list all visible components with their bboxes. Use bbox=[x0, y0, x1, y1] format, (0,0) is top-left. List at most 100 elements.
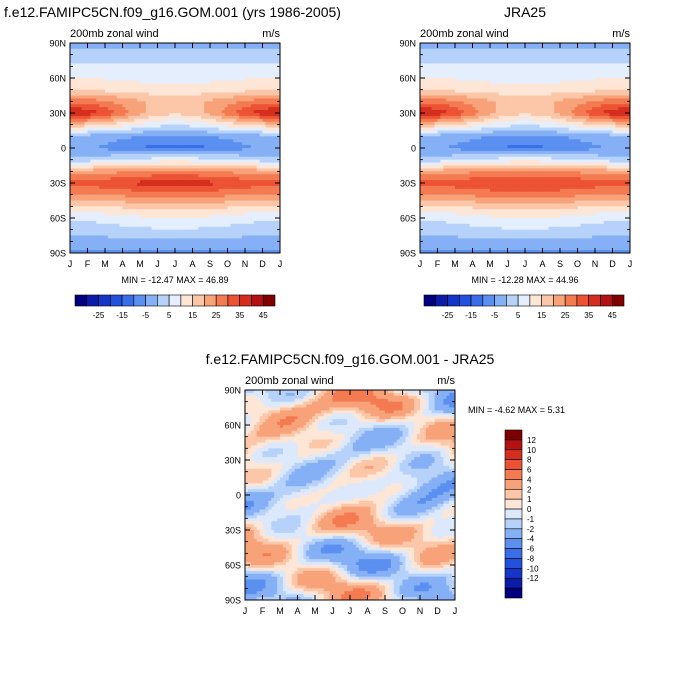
model-map-cell bbox=[160, 171, 164, 175]
model-map-cell bbox=[105, 69, 109, 73]
model-map-cell bbox=[70, 101, 74, 105]
model-map-cell bbox=[154, 104, 158, 108]
model-map-cell bbox=[140, 54, 144, 58]
model-map-cell bbox=[166, 75, 170, 79]
model-map-cell bbox=[274, 72, 278, 76]
model-map-cell bbox=[262, 139, 266, 143]
model-map-cell bbox=[140, 185, 144, 190]
model-map-cell bbox=[180, 104, 185, 108]
model-map-cell bbox=[277, 212, 281, 216]
model-map-cell bbox=[221, 104, 225, 108]
model-map-cell bbox=[145, 226, 150, 231]
model-map-cell bbox=[87, 66, 91, 70]
model-map-cell bbox=[110, 136, 115, 140]
model-map-cell bbox=[195, 124, 199, 128]
model-map-cell bbox=[189, 89, 193, 93]
model-map-cell bbox=[274, 194, 278, 198]
model-map-cell bbox=[148, 153, 153, 158]
model-map-cell bbox=[195, 148, 199, 152]
model-map-cell bbox=[204, 150, 208, 155]
model-map-cell bbox=[221, 78, 225, 82]
model-map-cell bbox=[195, 104, 199, 108]
model-map-cell bbox=[192, 127, 196, 131]
model-map-cell bbox=[277, 171, 281, 175]
model-map-cell bbox=[198, 150, 202, 155]
model-map-cell bbox=[212, 226, 217, 231]
model-map-cell bbox=[186, 180, 190, 184]
model-map-cell bbox=[140, 139, 144, 143]
model-map-cell bbox=[131, 92, 135, 96]
model-map-cell bbox=[218, 241, 223, 245]
model-map-cell bbox=[268, 115, 272, 120]
model-map-cell bbox=[151, 206, 155, 210]
model-map-cell bbox=[212, 171, 217, 175]
model-map-cell bbox=[96, 162, 100, 166]
model-map-cell bbox=[239, 215, 243, 219]
model-map-cell bbox=[210, 220, 214, 225]
model-map-cell bbox=[172, 215, 176, 219]
model-map-cell bbox=[172, 86, 176, 91]
model-map-cell bbox=[221, 194, 225, 198]
model-map-cell bbox=[154, 124, 158, 128]
model-map-cell bbox=[93, 223, 97, 228]
model-map-cell bbox=[242, 148, 246, 152]
model-map-cell bbox=[125, 121, 129, 126]
model-map-cell bbox=[125, 101, 129, 105]
model-map-cell bbox=[221, 139, 225, 143]
model-map-cell bbox=[204, 57, 208, 61]
model-map-cell bbox=[96, 188, 100, 193]
model-map-cell bbox=[84, 124, 88, 128]
model-map-cell bbox=[247, 203, 252, 207]
model-map-cell bbox=[137, 191, 141, 196]
model-map-cell bbox=[192, 145, 196, 149]
model-map-cell bbox=[175, 200, 179, 204]
model-map-cell bbox=[177, 43, 182, 47]
model-map-cell bbox=[134, 232, 138, 236]
model-map-cell bbox=[221, 148, 225, 152]
model-map-cell bbox=[186, 232, 190, 236]
model-map-cell bbox=[175, 80, 179, 85]
model-map-cell bbox=[221, 121, 225, 126]
model-map-cell bbox=[163, 51, 167, 56]
model-map-cell bbox=[145, 197, 150, 201]
model-map-cell bbox=[236, 130, 240, 134]
model-map-cell bbox=[210, 183, 214, 187]
model-map-cell bbox=[218, 171, 223, 175]
model-map-cell bbox=[137, 78, 141, 82]
model-map-cell bbox=[189, 148, 193, 152]
model-map-cell bbox=[277, 174, 281, 178]
model-map-cell bbox=[154, 54, 158, 58]
model-map-cell bbox=[256, 206, 260, 210]
model-map-cell bbox=[145, 115, 150, 120]
model-map-cell bbox=[166, 226, 170, 231]
model-map-cell bbox=[212, 215, 217, 219]
model-map-cell bbox=[99, 124, 103, 128]
model-map-cell bbox=[233, 177, 237, 181]
model-map-cell bbox=[195, 235, 199, 239]
model-map-cell bbox=[160, 223, 164, 228]
model-map-cell bbox=[262, 197, 266, 201]
model-map-cell bbox=[137, 238, 141, 242]
model-map-cell bbox=[122, 45, 126, 50]
model-map-cell bbox=[227, 223, 231, 228]
model-map-cell bbox=[70, 174, 74, 178]
model-map-cell bbox=[93, 218, 97, 222]
model-map-cell bbox=[221, 60, 225, 64]
model-map-cell bbox=[189, 194, 193, 198]
model-map-cell bbox=[119, 223, 123, 228]
model-map-cell bbox=[271, 177, 275, 181]
model-map-cell bbox=[160, 180, 164, 184]
model-map-cell bbox=[192, 142, 196, 146]
model-map-cell bbox=[160, 72, 164, 76]
model-map-cell bbox=[212, 197, 217, 201]
model-map-cell bbox=[75, 51, 80, 56]
model-map-cell bbox=[218, 110, 223, 114]
model-map-cell bbox=[131, 118, 135, 123]
model-map-cell bbox=[119, 43, 123, 47]
model-map-cell bbox=[169, 107, 173, 111]
model-map-cell bbox=[148, 101, 153, 105]
model-map-cell bbox=[198, 107, 202, 111]
model-map-cell bbox=[96, 95, 100, 99]
model-map-cell bbox=[277, 194, 281, 198]
model-map-cell bbox=[125, 45, 129, 50]
